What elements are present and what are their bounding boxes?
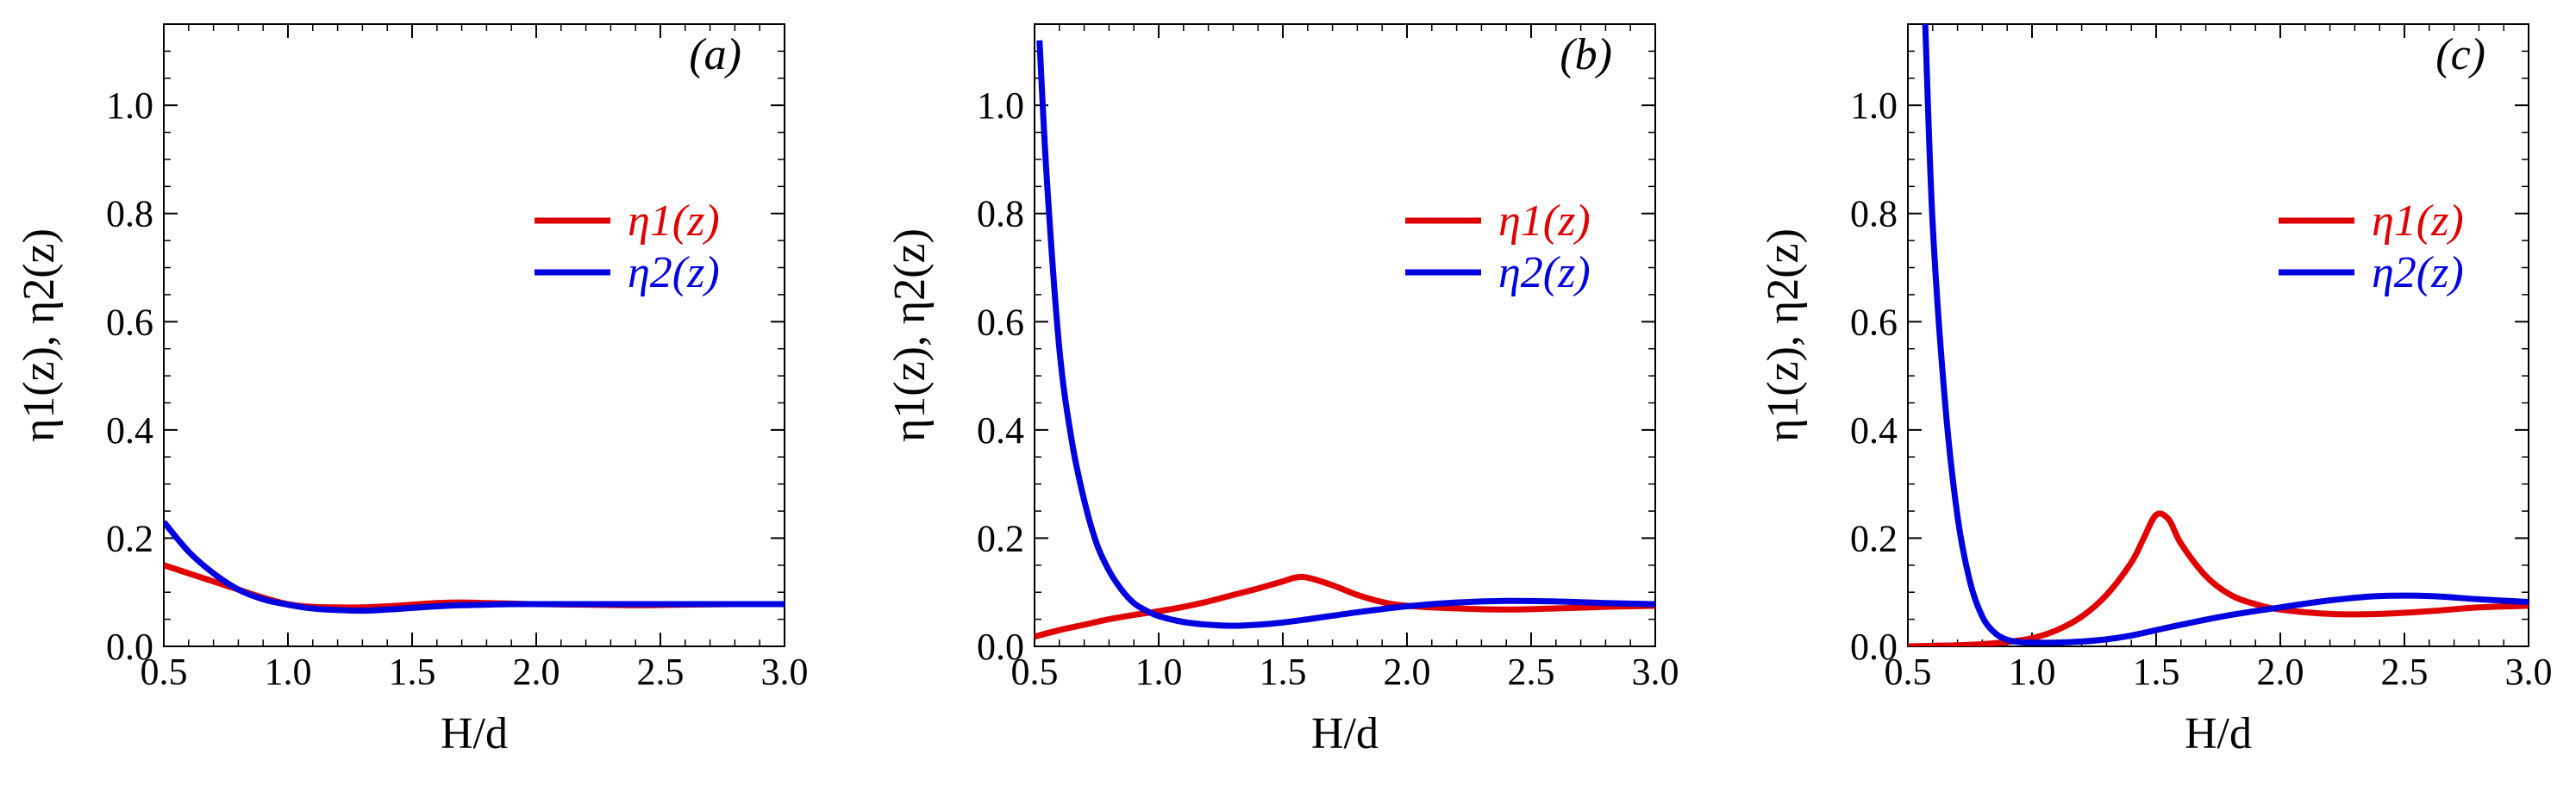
y-axis-title: η1(z), η2(z) (885, 228, 935, 442)
x-axis-title: H/d (2185, 709, 2252, 758)
legend-label-eta2: η2(z) (628, 248, 720, 297)
x-tick-label: 3.0 (2505, 651, 2553, 693)
x-tick-label: 1.5 (389, 651, 436, 693)
y-tick-label: 0.0 (977, 626, 1024, 668)
y-tick-label: 0.4 (1850, 409, 1898, 452)
plot-frame (1034, 23, 1656, 647)
legend-label-eta2: η2(z) (1498, 248, 1591, 297)
legend-label-eta1: η1(z) (628, 196, 720, 246)
panel-label: (c) (2435, 30, 2485, 79)
y-tick-label: 1.0 (977, 84, 1024, 127)
x-axis-title: H/d (441, 709, 508, 758)
y-axis-title: η1(z), η2(z) (1759, 228, 1808, 442)
panel-label: (a) (689, 30, 741, 79)
legend-label-eta2: η2(z) (2372, 248, 2464, 297)
series-group (164, 520, 785, 614)
x-tick-label: 3.0 (761, 651, 809, 693)
x-tick-label: 0.5 (1885, 651, 1932, 693)
y-tick-label: 0.2 (1850, 517, 1898, 559)
x-tick-label: 2.5 (2381, 651, 2429, 693)
y-tick-label: 0.8 (106, 193, 153, 235)
series-line-eta2 (1922, 24, 2529, 646)
x-tick-label: 1.5 (2133, 651, 2180, 693)
x-tick-label: 3.0 (1632, 651, 1679, 693)
x-axis-title: H/d (1311, 709, 1379, 758)
y-tick-label: 0.6 (977, 301, 1024, 343)
x-tick-label: 2.0 (513, 651, 560, 693)
series-line-eta2 (1036, 40, 1655, 629)
y-tick-label: 0.0 (1850, 626, 1898, 668)
plot-frame (163, 23, 785, 647)
chart-panel: 0.5 1.0 1.5 2.0 2.5 3.0 0.0 0.2 0.4 0.6 0.8 1.0 η1(z… (885, 23, 1679, 758)
x-tick-label: 1.5 (1260, 651, 1307, 693)
y-tick-label: 1.0 (1850, 84, 1898, 127)
x-tick-label: 2.5 (637, 651, 685, 693)
legend-label-eta1: η1(z) (2372, 196, 2464, 246)
chart-panel: 0.5 1.0 1.5 2.0 2.5 3.0 0.0 0.2 0.4 0.6 0.8 1.0 η1(z… (1759, 23, 2553, 758)
series-group (1908, 24, 2529, 646)
x-tick-label: 1.0 (1135, 651, 1183, 693)
chart-panel: 0.5 1.0 1.5 2.0 2.5 3.0 0.0 0.2 0.4 0.6 0.8 1.0 η1(z… (15, 23, 809, 758)
y-axis-title: η1(z), η2(z) (15, 228, 64, 442)
y-tick-label: 0.0 (106, 626, 153, 668)
x-tick-label: 1.0 (2009, 651, 2056, 693)
y-tick-label: 0.2 (106, 517, 153, 559)
y-tick-label: 0.8 (1850, 193, 1898, 235)
y-tick-label: 0.8 (977, 193, 1024, 235)
x-tick-label: 0.5 (1011, 651, 1059, 693)
y-tick-label: 0.4 (977, 409, 1024, 452)
y-tick-label: 0.4 (106, 409, 153, 452)
legend-label-eta1: η1(z) (1498, 196, 1591, 246)
chart-panels: 0.5 1.0 1.5 2.0 2.5 3.0 0.0 0.2 0.4 0.6 0.8 1.0 η1(z… (15, 23, 2553, 758)
series-line-eta1 (1908, 510, 2529, 646)
series-line-eta1 (1035, 573, 1655, 640)
x-tick-label: 1.0 (265, 651, 312, 693)
plot-frame (1907, 23, 2529, 647)
series-group (1035, 40, 1655, 640)
panel-label: (b) (1560, 30, 1612, 79)
x-tick-label: 2.5 (1508, 651, 1555, 693)
series-line-eta2 (164, 520, 785, 614)
y-tick-label: 0.6 (1850, 301, 1898, 343)
x-tick-label: 0.5 (141, 651, 188, 693)
y-tick-label: 0.2 (977, 517, 1024, 559)
x-tick-label: 2.0 (1384, 651, 1431, 693)
x-tick-label: 2.0 (2257, 651, 2304, 693)
y-tick-label: 0.6 (106, 301, 153, 343)
y-tick-label: 1.0 (106, 84, 153, 127)
